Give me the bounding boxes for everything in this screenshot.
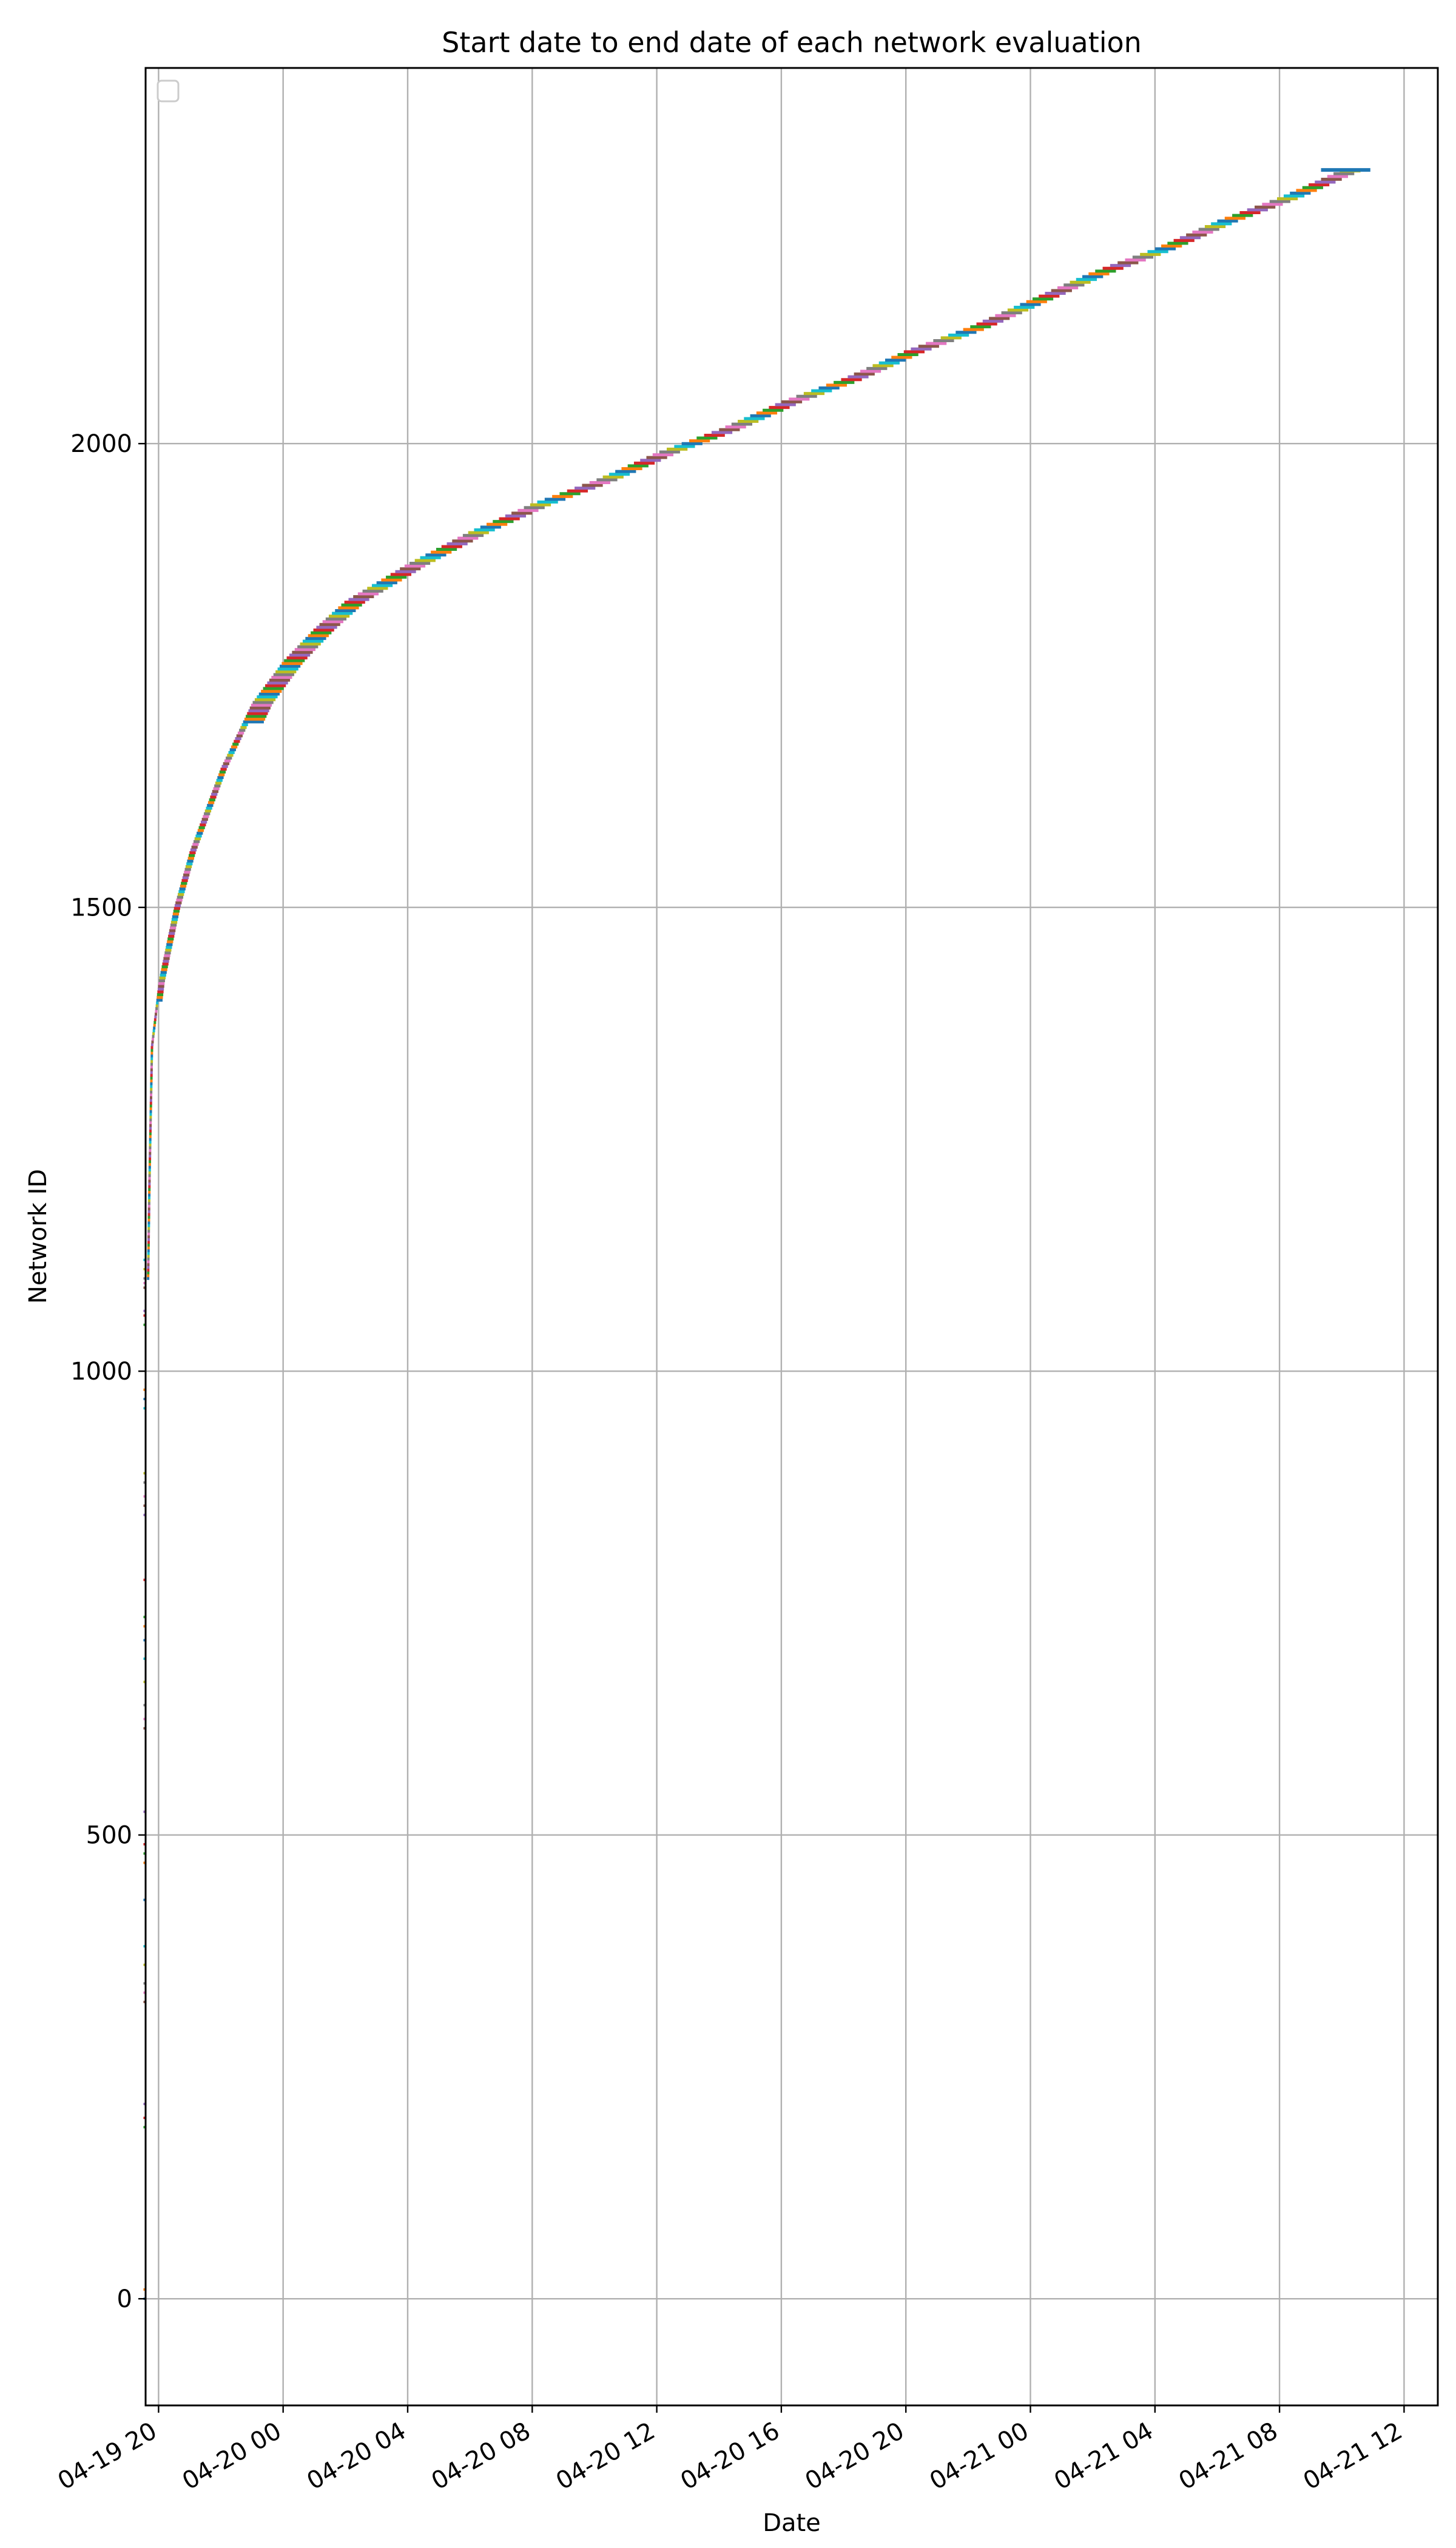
y-tick-label: 2000 <box>70 430 132 458</box>
y-axis-label: Network ID <box>24 1169 52 1304</box>
grid-lines <box>146 68 1438 2405</box>
y-tick-label: 1000 <box>70 1358 132 1386</box>
chart-title: Start date to end date of each network e… <box>442 26 1142 59</box>
legend-box <box>157 79 180 103</box>
x-axis-label: Date <box>763 2509 821 2537</box>
y-tick-label: 1500 <box>70 894 132 922</box>
y-tick-label: 500 <box>86 1822 132 1850</box>
axes-frame <box>144 67 1439 2407</box>
y-tick-label: 0 <box>117 2285 132 2313</box>
data-segments <box>143 168 1370 2300</box>
